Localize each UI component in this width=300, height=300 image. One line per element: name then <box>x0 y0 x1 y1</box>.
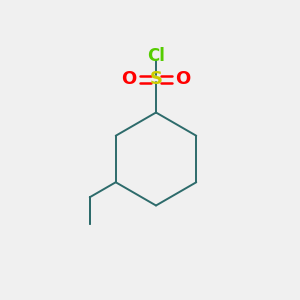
Text: O: O <box>176 70 190 88</box>
Text: Cl: Cl <box>147 47 165 65</box>
Text: O: O <box>122 70 136 88</box>
Text: S: S <box>149 70 163 88</box>
